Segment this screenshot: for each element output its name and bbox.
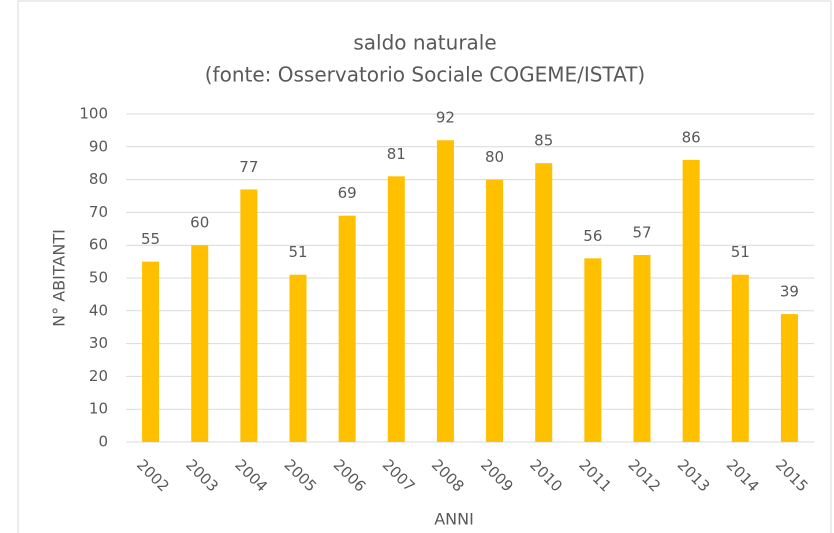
y-tick-label: 30 <box>89 334 108 352</box>
bar <box>780 314 798 442</box>
bar <box>682 159 700 443</box>
data-label: 86 <box>682 128 701 146</box>
data-label: 39 <box>780 283 799 301</box>
x-axis-title: ANNI <box>434 510 474 529</box>
y-tick-label: 50 <box>89 269 108 287</box>
y-tick-label: 10 <box>89 400 108 418</box>
data-label: 51 <box>731 243 750 261</box>
data-label: 85 <box>534 132 553 150</box>
chart-title: saldo naturale <box>353 31 496 55</box>
data-label: 57 <box>632 224 651 242</box>
y-tick-label: 90 <box>89 137 108 155</box>
y-tick-label: 20 <box>89 367 108 385</box>
bar <box>486 179 504 442</box>
data-label: 69 <box>338 184 357 202</box>
y-tick-label: 100 <box>79 105 108 123</box>
bar <box>289 274 307 442</box>
data-label: 77 <box>239 158 258 176</box>
y-tick-label: 40 <box>89 301 108 319</box>
y-tick-label: 60 <box>89 236 108 254</box>
data-label: 56 <box>583 227 602 245</box>
data-label: 80 <box>485 148 504 166</box>
data-label: 81 <box>387 145 406 163</box>
y-tick-label: 70 <box>89 203 108 221</box>
y-axis-title: N° ABITANTI <box>50 229 69 327</box>
chart-subtitle: (fonte: Osservatorio Sociale COGEME/ISTA… <box>205 63 646 87</box>
bar <box>142 261 160 442</box>
data-label: 51 <box>288 243 307 261</box>
data-label: 55 <box>141 230 160 248</box>
data-label: 60 <box>190 214 209 232</box>
bar <box>535 163 553 442</box>
bar <box>191 245 209 442</box>
y-tick-label: 80 <box>89 170 108 188</box>
y-tick-label: 0 <box>98 433 108 451</box>
bar <box>731 274 749 442</box>
data-label: 92 <box>436 109 455 127</box>
bar <box>240 189 258 442</box>
bar <box>387 176 405 442</box>
bar <box>584 258 602 442</box>
bar <box>633 255 651 442</box>
bar <box>338 215 356 442</box>
bar <box>436 140 454 443</box>
